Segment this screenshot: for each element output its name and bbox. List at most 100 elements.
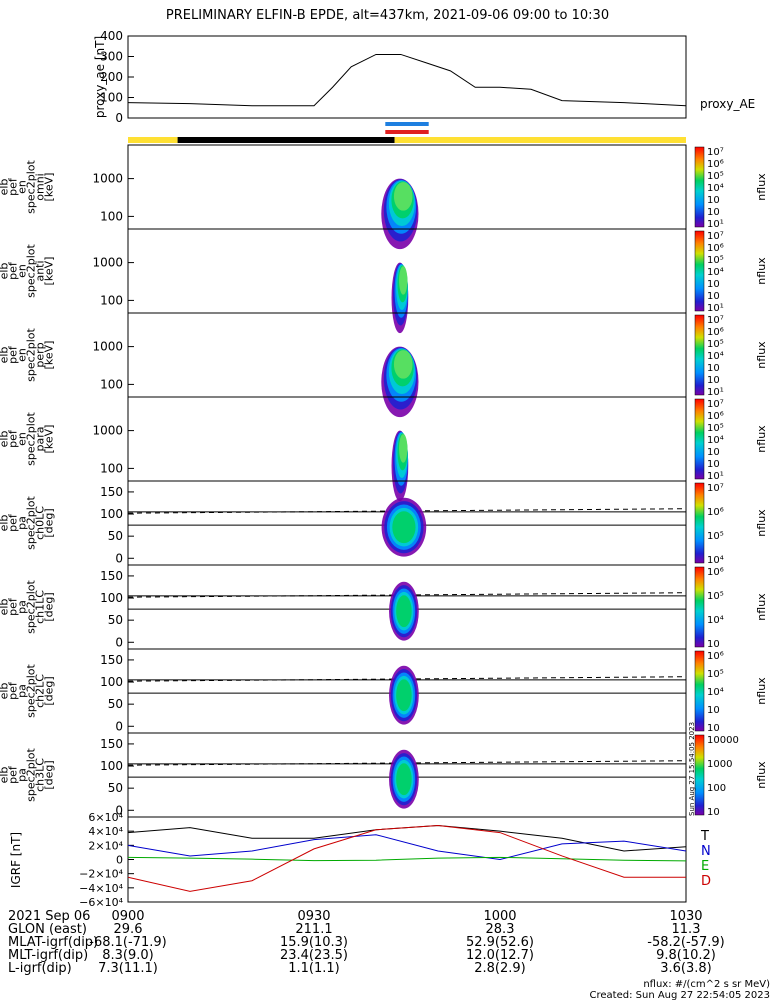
colorbar-tick-label: 10⁶ [707,159,724,170]
colorbar-tick-label: 10⁷ [707,315,724,326]
colorbar-label: nflux [755,509,768,537]
panel-tick-label: 1000 [92,172,123,186]
panel-tick-label: 50 [108,781,123,795]
colorbar-label: nflux [755,425,768,453]
panel-tick-label: 0 [115,551,123,565]
igrf-tick-label: 4×10⁴ [88,825,123,838]
colorbar [695,735,704,815]
colorbar-label: nflux [755,257,768,285]
proxy-ae-axis-label: proxy_ae [nT] [93,36,107,118]
colorbar-tick-label: 10⁲ [707,723,720,734]
panel-tick-label: 1000 [92,424,123,438]
panel-axis-label: [deg] [43,676,56,705]
colorbar-tick-label: 10000 [707,735,739,746]
colorbar-tick-label: 10⁶ [707,651,724,662]
igrf-legend-N: N [701,844,711,859]
vertical-timestamp: Sun Aug 27 15:54:05 2023 [688,722,696,816]
colorbar [695,483,704,563]
igrf-axis-label: IGRF [nT] [9,832,23,888]
colorbar-tick-label: 10⁶ [707,327,724,338]
panel-axis-label: [deg] [43,760,56,789]
panel-tick-label: 150 [100,737,123,751]
panel-axis-label: [keV] [43,425,56,454]
panel-tick-label: 150 [100,653,123,667]
colorbar-tick-label: 100 [707,783,726,794]
igrf-tick-label: 2×10⁴ [88,839,123,852]
igrf-series-T [128,826,686,852]
colorbar-tick-label: 10⁵ [707,531,724,542]
panel-axis-label: [deg] [43,508,56,537]
colorbar-tick-label: 10⁳ [707,705,720,716]
spectrogram-flux-blob [394,182,413,211]
panel-tick-label: 100 [100,675,123,689]
footer-row-value: 3.6(3.8) [660,961,712,976]
panel-tick-label: 50 [108,613,123,627]
colorbar-tick-label: 1000 [707,759,732,770]
colorbar-tick-label: 10⁴ [707,615,724,626]
colorbar-tick-label: 10⁴ [707,183,724,194]
colorbar [695,399,704,479]
colorbar-tick-label: 10⁳ [707,639,720,650]
units-note: nflux: #/(cm^2 s sr MeV) [643,979,770,990]
panel-axis-label: [deg] [43,592,56,621]
colorbar-tick-label: 10⁴ [707,435,724,446]
proxy-ae-legend: proxy_AE [700,97,755,111]
igrf-tick-label: 6×10⁴ [88,811,123,824]
panel-tick-label: 100 [100,591,123,605]
spectrogram-flux-blob [394,350,413,379]
pitch-angle-flux-blob [396,595,411,627]
colorbar-tick-label: 10⁶ [707,243,724,254]
colorbar-tick-label: 10⁶ [707,507,724,518]
panel-axis-label: [keV] [43,173,56,202]
footer-row-value: 2.8(2.9) [474,961,526,976]
science-zone-bar-blue [385,122,428,126]
panel-tick-label: 1000 [92,256,123,270]
colorbar-tick-label: 10⁴ [707,687,724,698]
sector-bar-yellow [128,137,178,143]
panel-tick-label: 0 [115,719,123,733]
panel-tick-label: 100 [100,209,123,223]
colorbar [695,315,704,395]
colorbar [695,231,704,311]
footer-row-label: L-igrf(dip) [8,961,72,976]
proxy-ae-frame [128,36,686,118]
pitch-angle-flux-blob [396,679,411,711]
colorbar-tick-label: 10⁴ [707,555,724,566]
colorbar-tick-label: 10⁴ [707,351,724,362]
igrf-series-E [128,857,686,861]
panel-tick-label: 0 [115,635,123,649]
spectrogram-flux-blob [399,266,407,295]
sector-bar-black [178,137,395,143]
panel-axis-label: [keV] [43,341,56,370]
colorbar-tick-label: 10⁶ [707,567,724,578]
panel-tick-label: 50 [108,697,123,711]
science-zone-bar-red [385,130,428,134]
colorbar-label: nflux [755,593,768,621]
colorbar-tick-label: 10⁵ [707,255,724,266]
igrf-legend-E: E [701,859,709,874]
panel-tick-label: 100 [100,759,123,773]
igrf-tick-label: 0 [116,854,123,867]
panel-tick-label: 100 [100,461,123,475]
colorbar-tick-label: 10⁲ [707,207,720,218]
footer-row-value: 1.1(1.1) [288,961,340,976]
panel-axis-label: [keV] [43,257,56,286]
colorbar-label: nflux [755,341,768,369]
colorbar-tick-label: 10⁲ [707,291,720,302]
colorbar-tick-label: 10⁳ [707,195,720,206]
colorbar-label: nflux [755,761,768,789]
created-note: Created: Sun Aug 27 22:54:05 2023 [590,990,770,1000]
panel-tick-label: 100 [100,507,123,521]
colorbar-tick-label: 10¹ [707,471,724,482]
pitch-angle-flux-blob [392,511,415,543]
sector-bar-yellow [395,137,686,143]
colorbar-tick-label: 10⁵ [707,339,724,350]
colorbar-tick-label: 10⁲ [707,375,720,386]
panel-tick-label: 100 [100,293,123,307]
panel-tick-label: 50 [108,529,123,543]
panel-tick-label: 150 [100,485,123,499]
igrf-legend-D: D [701,874,711,889]
colorbar-tick-label: 10 [707,807,720,818]
proxy-ae-line [128,54,686,105]
colorbar-tick-label: 10⁳ [707,279,720,290]
